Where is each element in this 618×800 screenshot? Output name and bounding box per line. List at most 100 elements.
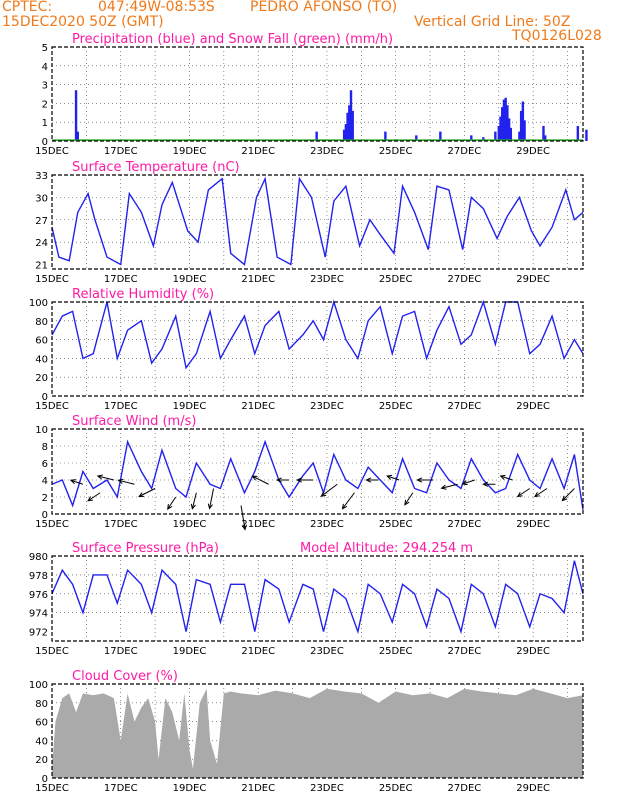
wind-arrow-head bbox=[296, 477, 302, 483]
wind-arrow-head bbox=[482, 481, 489, 487]
rh-xtick: 25DEC bbox=[379, 401, 413, 412]
precip-bar bbox=[470, 135, 473, 141]
temp-title: Surface Temperature (nC) bbox=[72, 160, 240, 175]
wind-title: Surface Wind (m/s) bbox=[72, 414, 196, 429]
pres-ytick: 972 bbox=[29, 628, 48, 639]
pres-ytick: 974 bbox=[29, 609, 48, 620]
wind-arrow-head bbox=[190, 503, 196, 510]
precip-bar bbox=[576, 125, 580, 141]
rh-ytick: 20 bbox=[35, 373, 48, 384]
rh-ytick: 100 bbox=[29, 298, 48, 309]
temp-frame bbox=[51, 174, 584, 270]
wind-arrow bbox=[70, 479, 84, 485]
wind-xtick: 21DEC bbox=[241, 519, 275, 530]
rh-line bbox=[51, 299, 584, 370]
precip-bar bbox=[346, 112, 349, 141]
precip-xtick: 15DEC bbox=[35, 146, 69, 157]
wind-frame bbox=[51, 428, 584, 515]
temp-xtick: 25DEC bbox=[379, 274, 413, 285]
header-code: TQ0126L028 bbox=[512, 28, 602, 44]
precip-bar bbox=[504, 97, 507, 141]
cloud-xtick: 19DEC bbox=[173, 783, 207, 794]
wind-arrow-head bbox=[440, 484, 447, 490]
temp-ytick: 30 bbox=[35, 193, 48, 204]
rh-xtick: 19DEC bbox=[173, 401, 207, 412]
wind-arrow bbox=[562, 488, 575, 501]
pres-xtick: 23DEC bbox=[310, 646, 344, 657]
wind-arrow bbox=[191, 492, 197, 509]
wind-arrow-head bbox=[561, 495, 568, 502]
temp-ytick: 24 bbox=[35, 238, 48, 249]
cloud-title: Cloud Cover (%) bbox=[72, 669, 178, 684]
temp-xtick: 17DEC bbox=[104, 274, 138, 285]
wind-arrow bbox=[342, 492, 355, 510]
temp-xtick: 27DEC bbox=[448, 274, 482, 285]
precip-xtick: 21DEC bbox=[241, 146, 275, 157]
precip-bar bbox=[507, 118, 511, 141]
header-coords: 047:49W-08:53S bbox=[98, 0, 215, 15]
wind-ytick: 0 bbox=[42, 510, 48, 521]
precip-bar bbox=[506, 105, 509, 141]
precip-bar bbox=[502, 99, 506, 141]
temp-xtick: 15DEC bbox=[35, 274, 69, 285]
wind-xtick: 15DEC bbox=[35, 519, 69, 530]
rh-xtick: 29DEC bbox=[516, 401, 550, 412]
cloud-frame bbox=[51, 683, 584, 779]
rh-ytick: 40 bbox=[35, 354, 48, 365]
wind-ytick: 10 bbox=[35, 425, 48, 436]
rh-xtick: 27DEC bbox=[448, 401, 482, 412]
wind-arrow bbox=[167, 496, 177, 510]
rh-xtick: 23DEC bbox=[310, 401, 344, 412]
rh-title: Relative Humidity (%) bbox=[72, 287, 214, 302]
precip-title: Precipitation (blue) and Snow Fall (gree… bbox=[72, 32, 393, 47]
precip-xtick: 17DEC bbox=[104, 146, 138, 157]
precip-frame bbox=[51, 46, 584, 142]
precip-xtick: 19DEC bbox=[173, 146, 207, 157]
temp-line bbox=[51, 176, 584, 266]
precip-bar bbox=[349, 90, 353, 141]
wind-ytick: 2 bbox=[42, 493, 48, 504]
precip-xtick: 23DEC bbox=[310, 146, 344, 157]
pres-annotation: Model Altitude: 294.254 m bbox=[300, 541, 473, 556]
precip-bar bbox=[76, 131, 79, 141]
wind-arrow-head bbox=[207, 503, 213, 510]
wind-xtick: 17DEC bbox=[104, 519, 138, 530]
wind-arrow bbox=[87, 492, 101, 502]
precip-bar bbox=[543, 135, 547, 141]
rh-frame bbox=[51, 301, 584, 397]
temp-xtick: 19DEC bbox=[173, 274, 207, 285]
precip-bar bbox=[518, 131, 521, 141]
pres-ytick: 978 bbox=[29, 571, 48, 582]
precip-xtick: 29DEC bbox=[516, 146, 550, 157]
precip-bar bbox=[519, 110, 523, 141]
precip-xtick: 27DEC bbox=[448, 146, 482, 157]
temp-ytick: 33 bbox=[35, 171, 48, 182]
wind-line bbox=[51, 439, 584, 510]
header-station: PEDRO AFONSO (TO) bbox=[250, 0, 398, 15]
pres-xtick: 25DEC bbox=[379, 646, 413, 657]
cloud-xtick: 23DEC bbox=[310, 783, 344, 794]
pres-ytick: 976 bbox=[29, 590, 48, 601]
precip-ytick: 4 bbox=[42, 62, 48, 73]
precip-bar bbox=[523, 120, 526, 141]
rh-xtick: 15DEC bbox=[35, 401, 69, 412]
wind-arrow bbox=[517, 488, 531, 497]
rh-ytick: 80 bbox=[35, 317, 48, 328]
pres-xtick: 17DEC bbox=[104, 646, 138, 657]
cloud-ytick: 20 bbox=[35, 755, 48, 766]
wind-arrow-head bbox=[241, 524, 247, 531]
wind-arrow-head bbox=[275, 477, 282, 483]
precip-bar bbox=[384, 131, 387, 141]
precip-bar bbox=[344, 124, 348, 141]
cloud-ytick: 40 bbox=[35, 736, 48, 747]
wind-arrow bbox=[462, 479, 475, 485]
cloud-xtick: 25DEC bbox=[379, 783, 413, 794]
precip-ytick: 0 bbox=[42, 137, 48, 148]
rh-ytick: 0 bbox=[42, 392, 48, 403]
temp-xtick: 21DEC bbox=[241, 274, 275, 285]
cloud-ytick: 60 bbox=[35, 718, 48, 729]
wind-arrow bbox=[209, 488, 215, 509]
precip-bar bbox=[74, 90, 78, 141]
wind-xtick: 27DEC bbox=[448, 519, 482, 530]
precip-bar bbox=[521, 101, 525, 141]
